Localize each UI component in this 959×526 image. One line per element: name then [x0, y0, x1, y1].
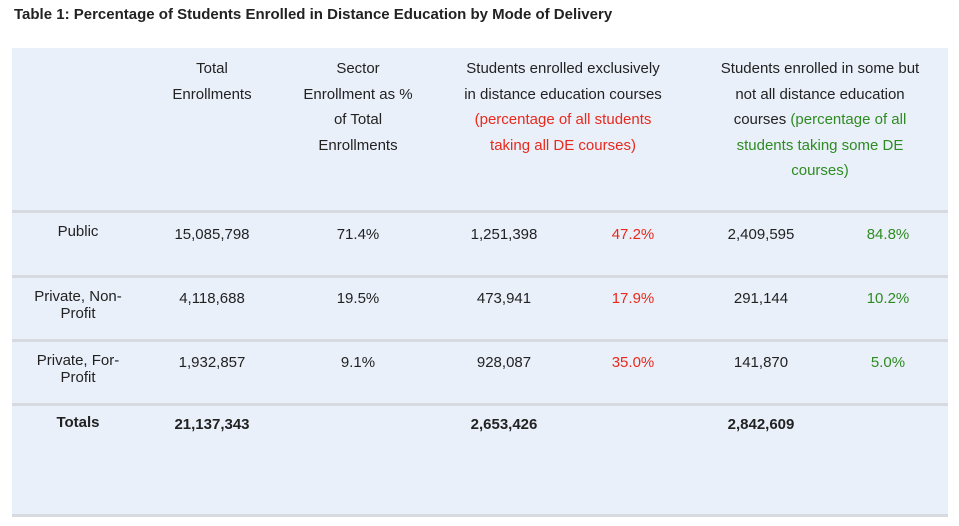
totals-total: 21,137,343	[174, 416, 250, 433]
header-sector-line-3: of Total	[333, 111, 383, 128]
totals-some: 2,842,609	[727, 416, 795, 433]
cell-exclusive: 928,087	[476, 354, 532, 371]
row-divider	[12, 210, 948, 213]
header-some-line-1: Students enrolled in some but	[720, 60, 920, 77]
header-exclusive: Students enrolled exclusively in distanc…	[440, 56, 686, 158]
header-exclusive-line-4: taking all DE courses)	[490, 136, 636, 154]
cell-exclusive: 1,251,398	[470, 226, 538, 243]
cell-some-pct: 10.2%	[866, 290, 910, 307]
header-exclusive-line-1: Students enrolled exclusively	[466, 60, 660, 77]
table-title: Table 1: Percentage of Students Enrolled…	[14, 6, 613, 23]
cell-exclusive-pct: 17.9%	[611, 290, 655, 307]
cell-some: 291,144	[733, 290, 789, 307]
header-sector: Sector Enrollment as % of Total Enrollme…	[283, 56, 433, 158]
cell-sector-pct: 71.4%	[336, 226, 380, 243]
header-total-line-2: Enrollments	[172, 85, 252, 103]
header-exclusive-line-2: in distance education courses	[464, 85, 662, 103]
header-some-line-3: courses (percentage of all	[695, 107, 945, 133]
totals-exclusive: 2,653,426	[470, 416, 538, 433]
header-some-green-1: (percentage of all	[790, 111, 907, 128]
cell-some-pct: 5.0%	[870, 354, 906, 371]
row-divider	[12, 339, 948, 342]
row-label: Public	[57, 223, 99, 240]
cell-total: 4,118,688	[179, 290, 245, 307]
header-total: Total Enrollments	[152, 56, 272, 107]
cell-some-pct: 84.8%	[866, 226, 910, 243]
row-label: Private, Non-Profit	[34, 288, 122, 322]
cell-exclusive-pct: 47.2%	[611, 226, 655, 243]
header-some-line-2: not all distance education	[735, 85, 905, 103]
cell-exclusive: 473,941	[476, 290, 532, 307]
header-sector-line-1: Sector	[336, 60, 380, 77]
header-some-line-5: courses)	[791, 162, 849, 179]
cell-sector-pct: 19.5%	[336, 290, 380, 307]
header-total-line-1: Total	[196, 60, 228, 77]
header-sector-line-4: Enrollments	[318, 136, 398, 154]
header-some: Students enrolled in some but not all di…	[695, 56, 945, 184]
table-bottom-border	[12, 514, 948, 517]
cell-some: 2,409,595	[727, 226, 795, 243]
cell-total: 1,932,857	[178, 354, 246, 371]
totals-label: Totals	[56, 414, 100, 431]
header-exclusive-line-3: (percentage of all students	[474, 111, 652, 128]
header-sector-line-2: Enrollment as %	[303, 85, 413, 103]
header-some-line-4: students taking some DE	[736, 136, 904, 154]
cell-sector-pct: 9.1%	[340, 354, 376, 371]
cell-exclusive-pct: 35.0%	[611, 354, 655, 371]
row-label: Private, For-Profit	[36, 352, 120, 386]
header-some-courses: courses	[733, 111, 787, 128]
row-divider	[12, 403, 948, 406]
table-panel	[12, 48, 948, 516]
cell-total: 15,085,798	[174, 226, 250, 243]
cell-some: 141,870	[733, 354, 789, 371]
row-divider	[12, 275, 948, 278]
